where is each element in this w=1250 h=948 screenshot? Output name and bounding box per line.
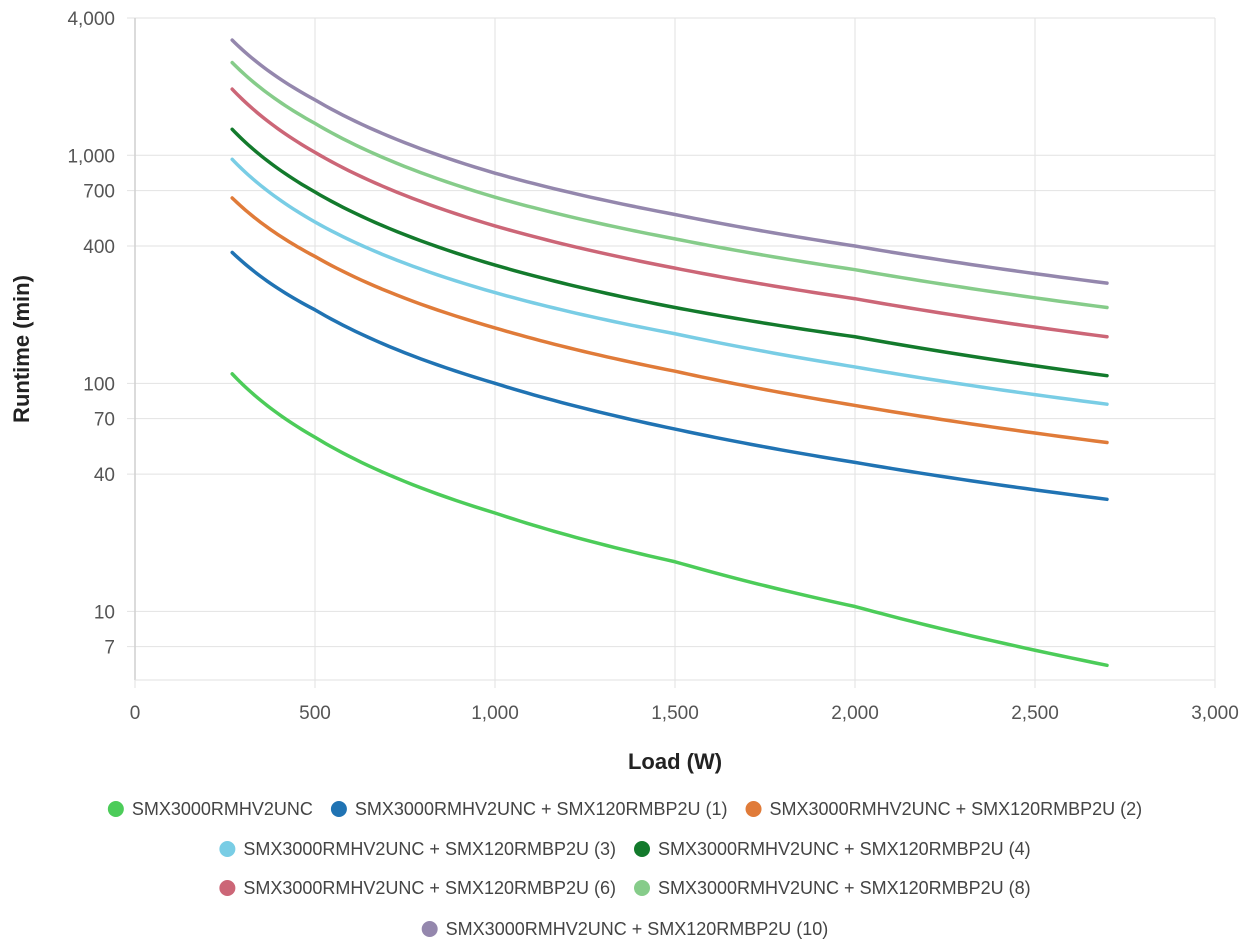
legend-label: SMX3000RMHV2UNC: [132, 799, 313, 819]
legend-item-6[interactable]: SMX3000RMHV2UNC + SMX120RMBP2U (6): [219, 878, 616, 898]
legend-item-3[interactable]: SMX3000RMHV2UNC + SMX120RMBP2U (2): [745, 799, 1143, 819]
y-tick-label: 700: [83, 182, 115, 203]
x-tick-label: 1,500: [651, 703, 699, 724]
legend-item-4[interactable]: SMX3000RMHV2UNC + SMX120RMBP2U (3): [219, 839, 616, 859]
legend-swatch: [219, 841, 236, 857]
x-tick-label: 3,000: [1191, 703, 1239, 724]
legend-swatch: [330, 801, 347, 817]
x-axis-title: Load (W): [628, 749, 722, 774]
legend-label: SMX3000RMHV2UNC + SMX120RMBP2U (8): [658, 878, 1031, 898]
legend-swatch: [634, 880, 650, 896]
series-line-2[interactable]: [230, 250, 1109, 502]
x-tick-label: 2,500: [1011, 703, 1059, 724]
y-tick-label: 40: [94, 465, 115, 486]
series-line-1[interactable]: [230, 372, 1109, 668]
y-axis-title: Runtime (min): [9, 275, 34, 423]
x-tick-label: 0: [130, 703, 141, 724]
series-line-4[interactable]: [230, 157, 1109, 406]
y-tick-label: 10: [94, 602, 115, 623]
legend-swatch: [634, 841, 650, 857]
y-tick-label: 70: [94, 410, 115, 431]
y-tick-label: 4,000: [67, 9, 115, 30]
legend-item-1[interactable]: SMX3000RMHV2UNC: [107, 799, 313, 819]
legend-item-2[interactable]: SMX3000RMHV2UNC + SMX120RMBP2U (1): [330, 799, 728, 819]
x-tick-label: 1,000: [471, 703, 519, 724]
legend-swatch: [745, 801, 762, 817]
legend-label: SMX3000RMHV2UNC + SMX120RMBP2U (6): [243, 878, 616, 898]
legend-swatch: [219, 880, 236, 896]
legend-swatch: [107, 801, 124, 817]
legend-label: SMX3000RMHV2UNC + SMX120RMBP2U (1): [355, 799, 728, 819]
legend-item-8[interactable]: SMX3000RMHV2UNC + SMX120RMBP2U (10): [421, 919, 829, 939]
series-line-3[interactable]: [230, 196, 1109, 445]
series-line-6[interactable]: [230, 87, 1109, 339]
legend-item-5[interactable]: SMX3000RMHV2UNC + SMX120RMBP2U (4): [634, 839, 1031, 859]
legend-label: SMX3000RMHV2UNC + SMX120RMBP2U (4): [658, 839, 1031, 859]
y-tick-label: 7: [104, 638, 115, 659]
series-line-8[interactable]: [230, 38, 1109, 285]
legend-swatch: [421, 921, 438, 937]
legend-label: SMX3000RMHV2UNC + SMX120RMBP2U (3): [243, 839, 616, 859]
y-tick-label: 400: [83, 237, 115, 258]
legend-label: SMX3000RMHV2UNC + SMX120RMBP2U (10): [446, 919, 829, 939]
axes: [134, 18, 1216, 688]
y-tick-label: 1,000: [67, 146, 115, 167]
legend: SMX3000RMHV2UNC SMX3000RMHV2UNC + SMX120R…: [107, 799, 1143, 939]
series-line-5[interactable]: [230, 127, 1109, 378]
grid: [127, 17, 1216, 680]
y-tick-label: 100: [83, 374, 115, 395]
tick-labels: 0 500 1,000 1,500 2,000 2,500 3,000 7 10 40 70 100 4…: [67, 9, 1238, 724]
legend-label: SMX3000RMHV2UNC + SMX120RMBP2U (2): [770, 799, 1143, 819]
series-lines: [230, 38, 1109, 668]
x-tick-label: 2,000: [831, 703, 879, 724]
x-tick-label: 500: [299, 703, 331, 724]
legend-item-7[interactable]: SMX3000RMHV2UNC + SMX120RMBP2U (8): [634, 878, 1031, 898]
series-line-7[interactable]: [230, 60, 1109, 310]
